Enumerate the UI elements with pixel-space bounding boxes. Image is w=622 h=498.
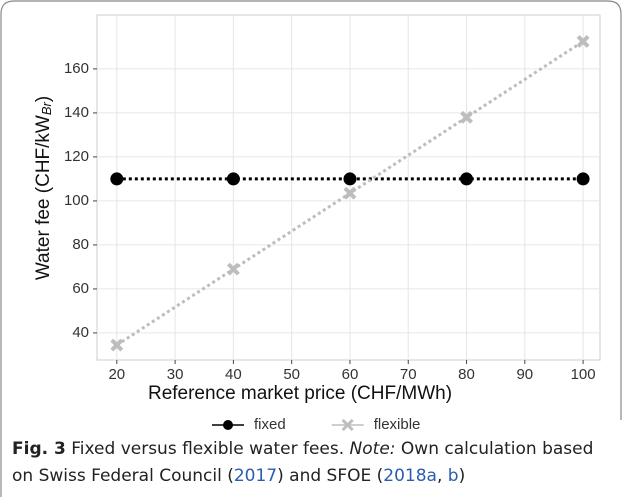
x-tick-label: 30 bbox=[167, 366, 184, 383]
x-tick-label: 100 bbox=[571, 366, 596, 383]
caption-run: Own calculation based on Swiss Federal C… bbox=[12, 439, 594, 486]
point bbox=[343, 172, 357, 186]
point bbox=[110, 338, 124, 352]
point bbox=[110, 172, 124, 186]
y-tick-label: 140 bbox=[64, 104, 89, 121]
caption-run: Fixed versus flexible water fees. bbox=[65, 439, 350, 459]
legend-marker bbox=[223, 420, 233, 430]
caption-run: Note: bbox=[349, 439, 396, 459]
legend-marker bbox=[341, 418, 354, 432]
point bbox=[226, 262, 240, 276]
y-label-main: Water fee (CHF/kW bbox=[33, 115, 54, 280]
x-tick-label: 20 bbox=[108, 366, 125, 383]
y-label-end: ) bbox=[33, 96, 54, 102]
caption-run: ) and SFOE ( bbox=[277, 466, 384, 486]
point bbox=[226, 172, 240, 186]
point bbox=[576, 34, 590, 48]
legend-label: fixed bbox=[254, 416, 286, 433]
caption-run: ) bbox=[458, 466, 466, 486]
caption: Fig. 3 Fixed versus flexible water fees.… bbox=[12, 436, 612, 490]
x-tick-label: 90 bbox=[516, 366, 533, 383]
x-tick-label: 40 bbox=[225, 366, 242, 383]
caption-run[interactable]: 2018a bbox=[383, 466, 437, 486]
x-tick-label: 50 bbox=[283, 366, 300, 383]
x-tick-label: 70 bbox=[400, 366, 417, 383]
point bbox=[343, 186, 357, 200]
y-tick-label: 120 bbox=[64, 148, 89, 165]
caption-run: , bbox=[436, 466, 448, 486]
y-tick-label: 60 bbox=[72, 280, 89, 297]
legend-label: flexible bbox=[374, 416, 421, 433]
point bbox=[460, 110, 473, 124]
caption-run[interactable]: b bbox=[447, 466, 459, 486]
y-tick-label: 100 bbox=[64, 192, 89, 209]
caption-run[interactable]: 2017 bbox=[233, 466, 278, 486]
y-tick-label: 160 bbox=[64, 60, 89, 77]
y-axis-label: Water fee (CHF/kWBr) bbox=[33, 96, 54, 280]
x-axis-label: Reference market price (CHF/MWh) bbox=[148, 383, 452, 404]
legend-item: flexible bbox=[331, 416, 421, 433]
y-tick-label: 80 bbox=[72, 236, 89, 253]
panel bbox=[96, 14, 601, 361]
grid bbox=[97, 15, 600, 360]
x-tick-label: 80 bbox=[458, 366, 475, 383]
x-tick-label: 60 bbox=[342, 366, 359, 383]
caption-run: Fig. 3 bbox=[12, 439, 66, 459]
point bbox=[576, 172, 590, 186]
y-label-sub: Br bbox=[39, 101, 54, 115]
y-tick-label: 40 bbox=[72, 324, 89, 341]
point bbox=[460, 172, 474, 186]
legend-item: fixed bbox=[212, 416, 286, 433]
